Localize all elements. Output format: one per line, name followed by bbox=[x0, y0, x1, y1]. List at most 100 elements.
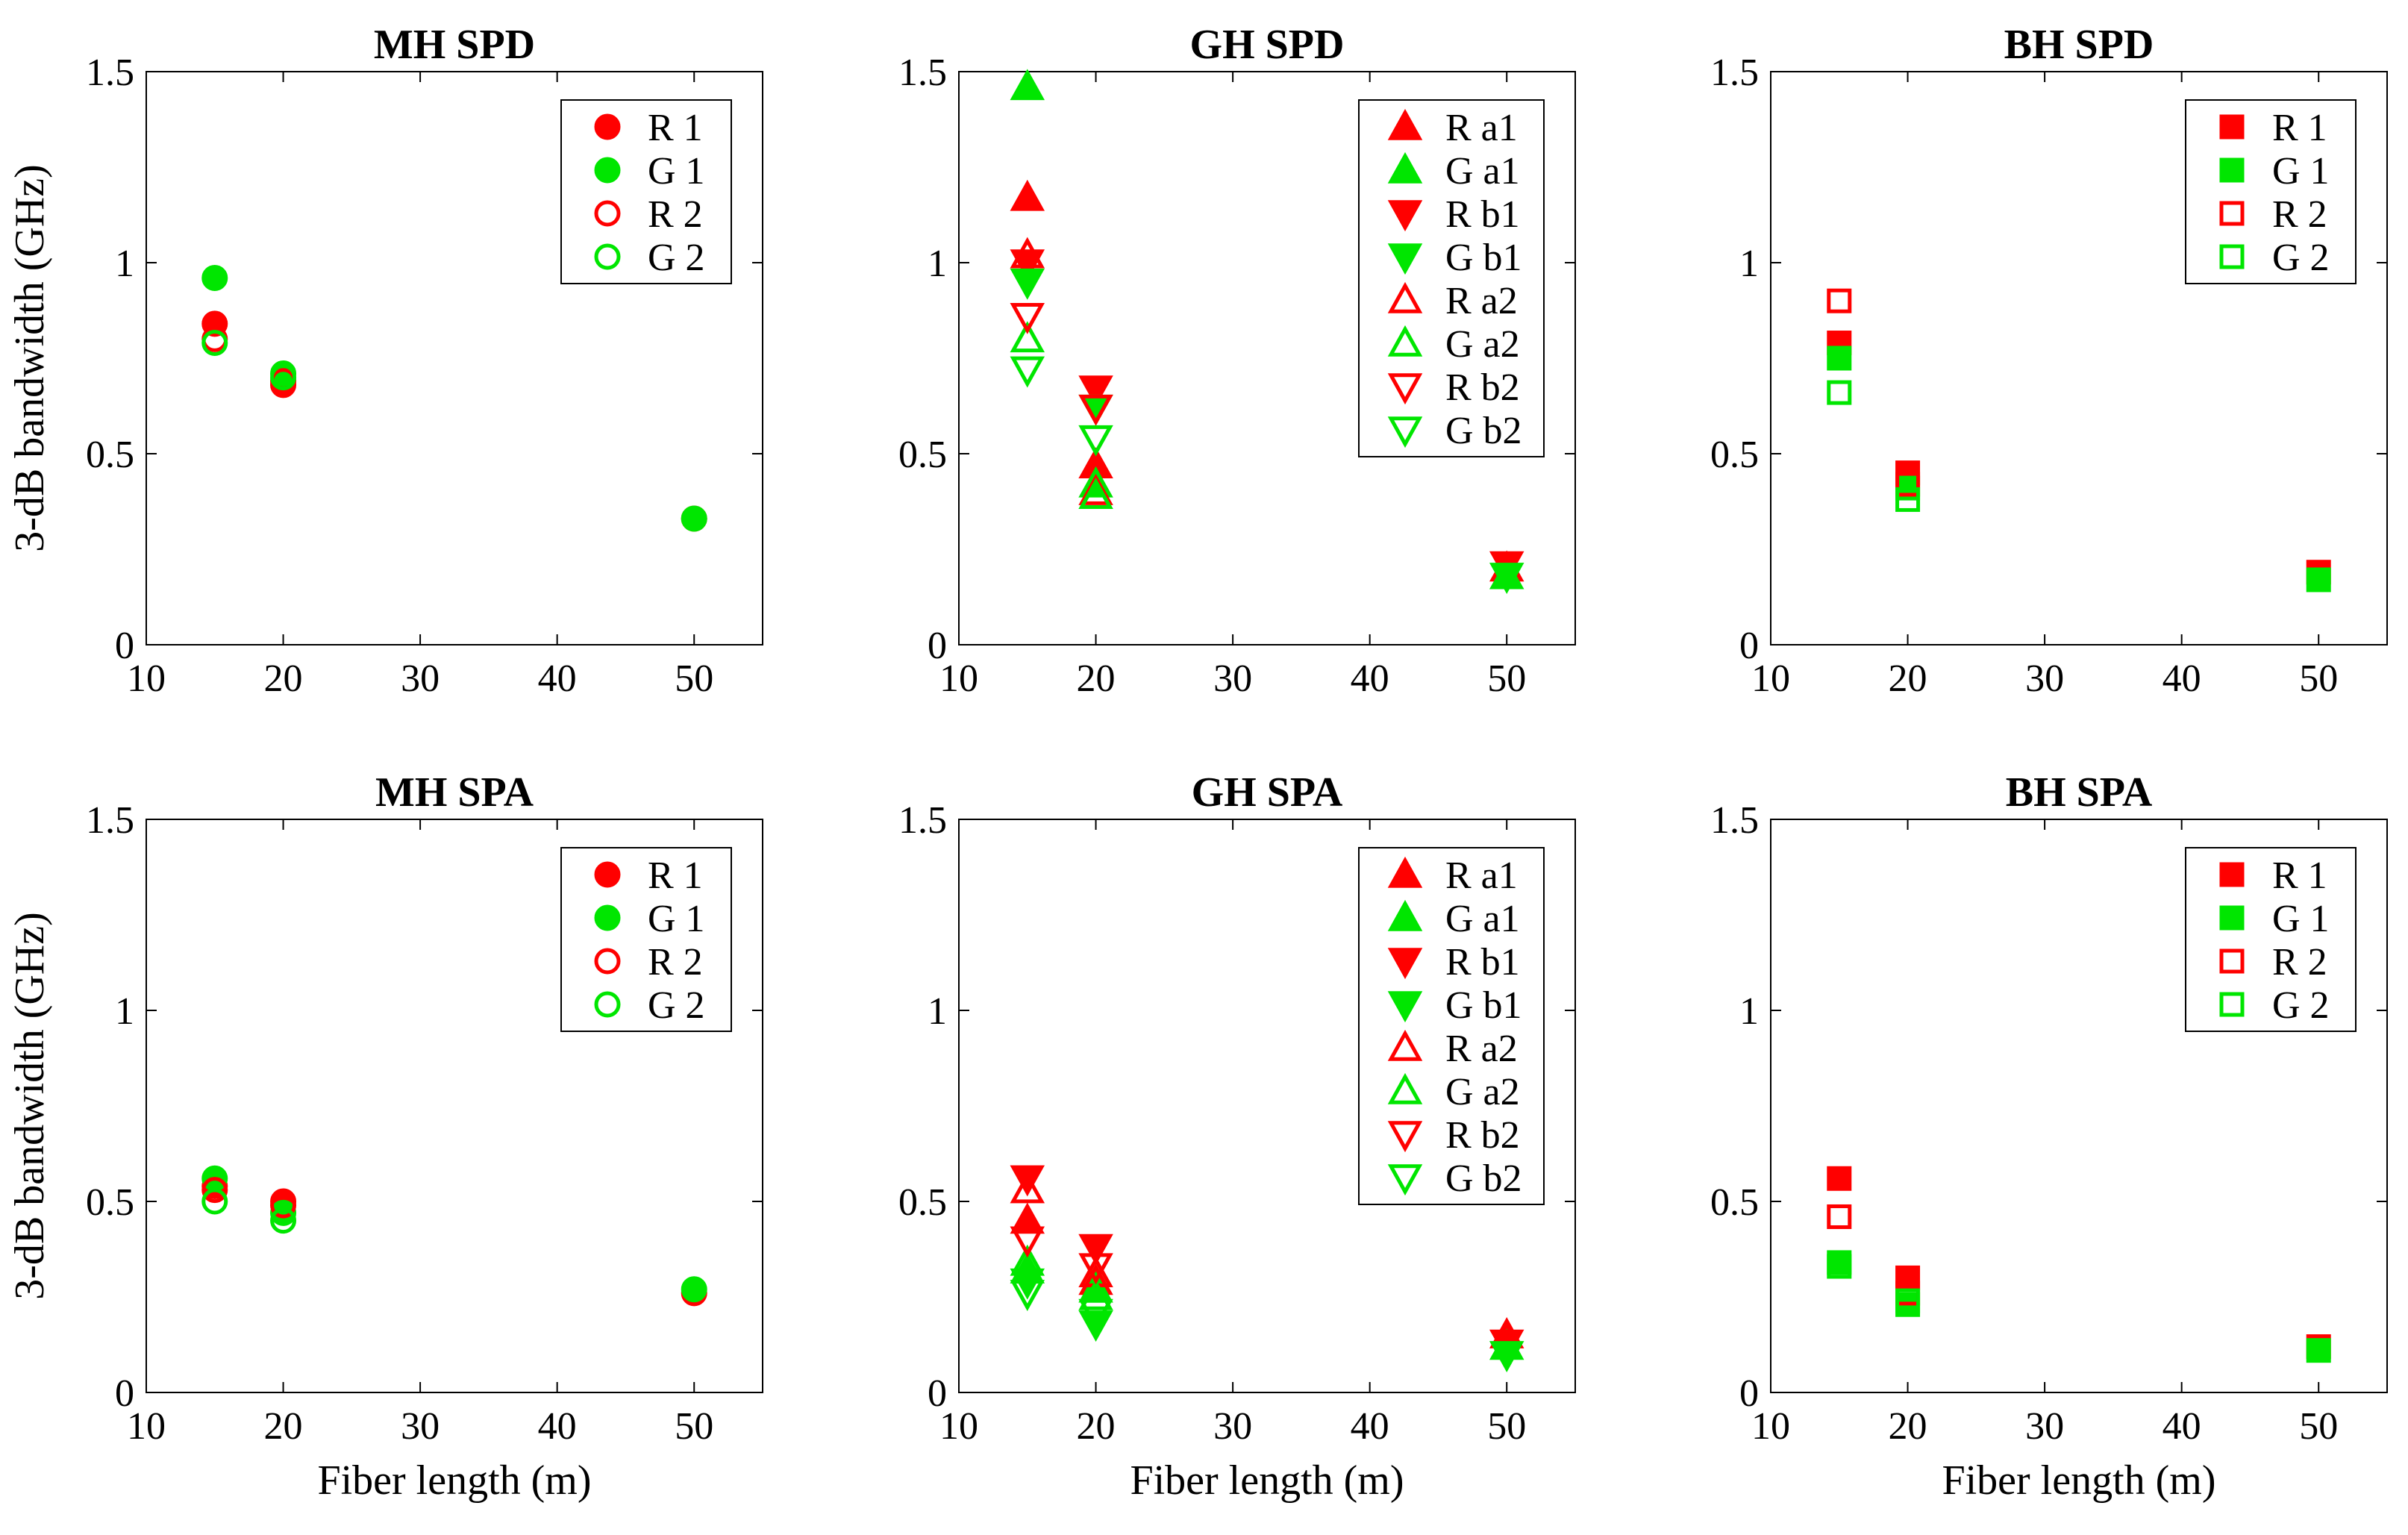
legend-marker bbox=[594, 904, 621, 931]
data-point bbox=[1895, 1288, 1921, 1313]
legend-label: G b1 bbox=[1445, 237, 1522, 279]
axes-box bbox=[958, 71, 1576, 645]
axes-box bbox=[1770, 71, 2388, 645]
legend-marker bbox=[594, 157, 621, 184]
series-r-b1 bbox=[1010, 1165, 1524, 1361]
legend-marker bbox=[2219, 201, 2245, 226]
legend-label: G 1 bbox=[2272, 898, 2330, 940]
subplot-title: MH SPA bbox=[375, 769, 534, 816]
legend-marker bbox=[1387, 416, 1423, 448]
data-point bbox=[1827, 288, 1852, 313]
y-tick-label: 0 bbox=[1739, 625, 1759, 667]
y-tick-label: 0.5 bbox=[1710, 434, 1759, 476]
x-tick-label: 50 bbox=[675, 1405, 713, 1448]
legend-label: G 1 bbox=[2272, 150, 2330, 193]
series-r-2 bbox=[201, 1177, 297, 1219]
legend-marker bbox=[1387, 151, 1423, 184]
data-point bbox=[2306, 1338, 2331, 1363]
legend-marker bbox=[594, 861, 621, 888]
legend-label: R 1 bbox=[648, 854, 703, 897]
legend-label: R 1 bbox=[648, 107, 703, 149]
legend-marker bbox=[2219, 244, 2245, 269]
x-tick-label: 10 bbox=[127, 1405, 166, 1448]
legend-label: R b1 bbox=[1445, 193, 1520, 236]
legend-box bbox=[560, 99, 732, 284]
series-r-2 bbox=[1827, 288, 1921, 497]
legend-marker bbox=[594, 948, 621, 975]
data-point bbox=[1895, 472, 1921, 497]
legend-label: G 1 bbox=[648, 898, 705, 940]
legend-marker bbox=[594, 113, 621, 140]
data-point bbox=[1078, 394, 1113, 426]
data-point bbox=[270, 1207, 297, 1234]
legend-label: G b2 bbox=[1445, 410, 1522, 452]
y-tick-label: 0 bbox=[115, 625, 134, 667]
y-tick-label: 1.5 bbox=[1710, 51, 1759, 94]
x-tick-label: 20 bbox=[1077, 1405, 1116, 1448]
data-point bbox=[1895, 487, 1921, 512]
data-point bbox=[1010, 268, 1045, 300]
x-tick-label: 40 bbox=[538, 1405, 577, 1448]
legend-label: G 2 bbox=[2272, 984, 2330, 1027]
y-tick-label: 0.5 bbox=[1710, 1181, 1759, 1224]
series-g-a2 bbox=[1010, 321, 1113, 510]
y-axis-label: 3-dB bandwidth (GHz) bbox=[7, 912, 53, 1299]
x-tick-label: 40 bbox=[1351, 1405, 1389, 1448]
subplot-title: BH SPD bbox=[2004, 22, 2154, 68]
x-tick-label: 30 bbox=[401, 657, 440, 700]
y-tick-label: 0 bbox=[928, 625, 947, 667]
legend-label: R a1 bbox=[1445, 854, 1518, 897]
data-point bbox=[270, 364, 297, 391]
legend-marker bbox=[1387, 373, 1423, 405]
legend-label: G b1 bbox=[1445, 984, 1522, 1027]
data-point bbox=[1078, 1278, 1113, 1310]
x-tick-label: 20 bbox=[1889, 1405, 1927, 1448]
x-tick-label: 10 bbox=[1751, 657, 1790, 700]
legend-label: R a2 bbox=[1445, 1028, 1518, 1070]
series-g-2 bbox=[201, 1188, 297, 1234]
legend-label: R b1 bbox=[1445, 941, 1520, 984]
y-tick-label: 0 bbox=[1739, 1372, 1759, 1415]
x-tick-label: 10 bbox=[939, 1405, 978, 1448]
x-tick-label: 20 bbox=[1077, 657, 1116, 700]
x-tick-label: 40 bbox=[538, 657, 577, 700]
series-g-b2 bbox=[1010, 1280, 1113, 1331]
y-tick-label: 1 bbox=[928, 243, 947, 285]
legend-marker bbox=[2219, 948, 2245, 974]
data-point bbox=[1010, 321, 1045, 353]
legend-marker bbox=[2219, 905, 2245, 931]
legend: R 1G 1R 2G 2 bbox=[2185, 847, 2357, 1032]
legend-box bbox=[1358, 847, 1545, 1205]
legend-marker bbox=[1387, 281, 1423, 313]
y-tick-label: 0 bbox=[115, 1372, 134, 1415]
series-g-2 bbox=[1827, 380, 1921, 512]
axes-box bbox=[146, 819, 763, 1393]
legend-label: G a1 bbox=[1445, 898, 1520, 940]
legend: R 1G 1R 2G 2 bbox=[560, 847, 732, 1032]
legend-marker bbox=[1387, 899, 1423, 931]
subplot-title: MH SPD bbox=[374, 22, 535, 68]
legend-label: G a2 bbox=[1445, 1071, 1520, 1113]
y-tick-label: 1.5 bbox=[898, 51, 947, 94]
y-tick-label: 1 bbox=[115, 990, 134, 1033]
legend-marker bbox=[1387, 1121, 1423, 1153]
legend-marker bbox=[2219, 862, 2245, 887]
data-point bbox=[1010, 1244, 1045, 1276]
legend-label: R b2 bbox=[1445, 1114, 1520, 1157]
data-point bbox=[681, 1276, 707, 1303]
legend-label: R 2 bbox=[2272, 941, 2327, 984]
x-tick-label: 50 bbox=[1487, 1405, 1526, 1448]
data-point bbox=[270, 1199, 297, 1226]
y-tick-label: 1 bbox=[928, 990, 947, 1033]
x-tick-label: 30 bbox=[1213, 657, 1252, 700]
legend-label: G 1 bbox=[648, 150, 705, 193]
data-point bbox=[201, 1188, 228, 1215]
y-tick-label: 1.5 bbox=[898, 799, 947, 842]
x-tick-label: 20 bbox=[1889, 657, 1927, 700]
data-point bbox=[1827, 1166, 1852, 1191]
axes-box bbox=[958, 819, 1576, 1393]
series-r-b1 bbox=[1010, 249, 1524, 583]
subplot-title: GH SPD bbox=[1190, 22, 1345, 68]
legend-box bbox=[2185, 99, 2357, 284]
data-point bbox=[1827, 346, 1852, 371]
